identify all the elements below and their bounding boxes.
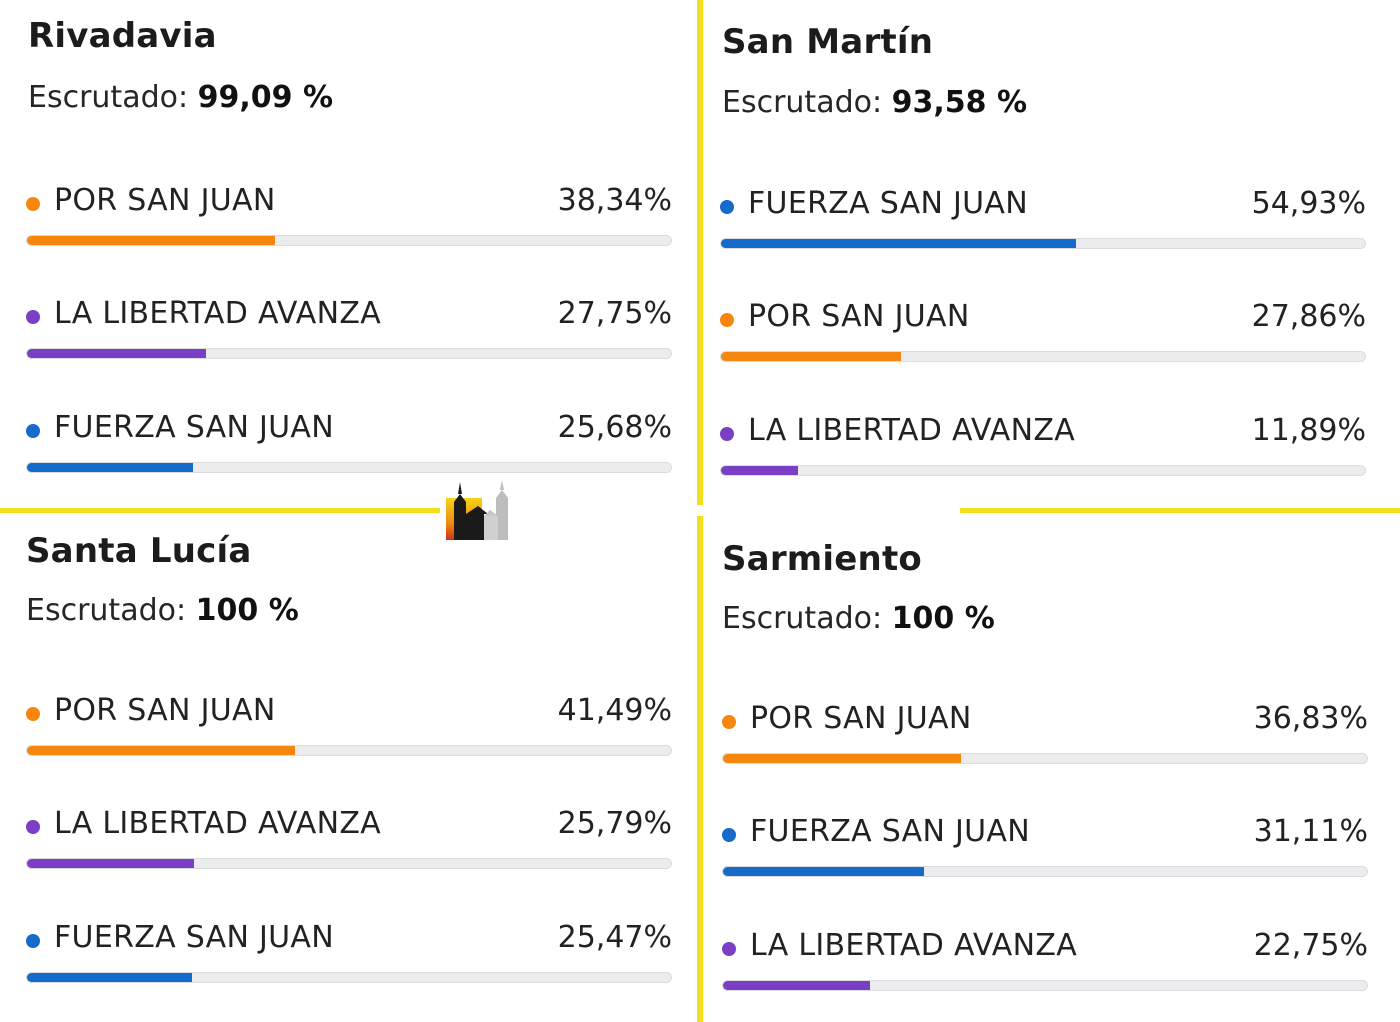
scrutinized-label: Escrutado: [722, 85, 883, 120]
department-title: Rivadavia [28, 16, 217, 56]
party-name: POR SAN JUAN [748, 299, 970, 334]
bar-fill-por-san-juan [27, 236, 275, 245]
party-name: FUERZA SAN JUAN [750, 814, 1030, 849]
bar-fill-por-san-juan [721, 352, 901, 361]
bar-track [26, 745, 672, 756]
scrutinized-line: Escrutado: 99,09 % [28, 80, 333, 115]
department-card-sarmiento: Sarmiento Escrutado: 100 % POR SAN JUAN 3… [700, 511, 1400, 1022]
party-name: FUERZA SAN JUAN [748, 186, 1028, 221]
party-color-dot [26, 424, 40, 438]
bar-track [722, 753, 1368, 764]
party-name: LA LIBERTAD AVANZA [54, 296, 382, 331]
party-name: FUERZA SAN JUAN [54, 920, 334, 955]
party-row-por-san-juan: POR SAN JUAN 36,83% [722, 701, 1368, 791]
party-name: LA LIBERTAD AVANZA [748, 413, 1076, 448]
divider-gap [440, 505, 960, 516]
bar-fill-fuerza-san-juan [27, 463, 193, 472]
party-row-por-san-juan: POR SAN JUAN 41,49% [26, 693, 672, 783]
bar-fill-fuerza-san-juan [723, 867, 924, 876]
party-percentage: 38,34% [557, 183, 672, 218]
scrutinized-label: Escrutado: [28, 80, 189, 115]
church-logo-icon [446, 480, 508, 540]
bar-track [26, 462, 672, 473]
bar-track [26, 858, 672, 869]
party-color-dot [26, 707, 40, 721]
bar-track [26, 235, 672, 246]
bar-fill-la-libertad-avanza [721, 466, 798, 475]
bar-track [722, 980, 1368, 991]
bar-track [720, 238, 1366, 249]
party-percentage: 27,86% [1251, 299, 1366, 334]
bar-fill-la-libertad-avanza [27, 349, 207, 358]
scrutinized-line: Escrutado: 93,58 % [722, 85, 1027, 120]
scrutinized-value: 93,58 % [891, 85, 1028, 120]
bar-track [26, 972, 672, 983]
bar-fill-la-libertad-avanza [723, 981, 870, 990]
party-percentage: 25,68% [557, 410, 672, 445]
department-card-rivadavia: Rivadavia Escrutado: 99,09 % POR SAN JUA… [0, 0, 700, 511]
party-percentage: 25,47% [557, 920, 672, 955]
party-color-dot [722, 828, 736, 842]
party-name: LA LIBERTAD AVANZA [750, 928, 1078, 963]
party-name: POR SAN JUAN [750, 701, 972, 736]
bar-track [722, 866, 1368, 877]
bar-fill-por-san-juan [27, 746, 296, 755]
scrutinized-value: 100 % [195, 593, 299, 628]
bar-fill-fuerza-san-juan [721, 239, 1076, 248]
department-card-san-martin: San Martín Escrutado: 93,58 % FUERZA SAN… [700, 0, 1400, 511]
party-color-dot [26, 820, 40, 834]
party-row-por-san-juan: POR SAN JUAN 27,86% [720, 299, 1366, 389]
party-name: POR SAN JUAN [54, 693, 276, 728]
scrutinized-label: Escrutado: [26, 593, 187, 628]
scrutinized-line: Escrutado: 100 % [26, 593, 299, 628]
party-row-fuerza-san-juan: FUERZA SAN JUAN 54,93% [720, 186, 1366, 276]
party-name: LA LIBERTAD AVANZA [54, 806, 382, 841]
bar-fill-fuerza-san-juan [27, 973, 192, 982]
party-percentage: 22,75% [1253, 928, 1368, 963]
scrutinized-label: Escrutado: [722, 601, 883, 636]
party-row-la-libertad-avanza: LA LIBERTAD AVANZA 22,75% [722, 928, 1368, 1018]
bar-fill-por-san-juan [723, 754, 961, 763]
bar-track [26, 348, 672, 359]
party-color-dot [722, 942, 736, 956]
party-color-dot [722, 715, 736, 729]
party-percentage: 27,75% [557, 296, 672, 331]
party-name: FUERZA SAN JUAN [54, 410, 334, 445]
party-row-por-san-juan: POR SAN JUAN 38,34% [26, 183, 672, 273]
party-percentage: 31,11% [1253, 814, 1368, 849]
department-title: Sarmiento [722, 539, 922, 579]
party-color-dot [26, 197, 40, 211]
bar-track [720, 465, 1366, 476]
department-title: San Martín [722, 22, 934, 62]
bar-fill-la-libertad-avanza [27, 859, 194, 868]
party-percentage: 41,49% [557, 693, 672, 728]
party-color-dot [26, 934, 40, 948]
party-row-la-libertad-avanza: LA LIBERTAD AVANZA 25,79% [26, 806, 672, 896]
department-card-santa-lucia: Santa Lucía Escrutado: 100 % POR SAN JUA… [0, 511, 700, 1022]
party-percentage: 54,93% [1251, 186, 1366, 221]
party-color-dot [26, 310, 40, 324]
bar-track [720, 351, 1366, 362]
party-row-fuerza-san-juan: FUERZA SAN JUAN 25,47% [26, 920, 672, 1010]
party-percentage: 36,83% [1253, 701, 1368, 736]
party-color-dot [720, 313, 734, 327]
party-row-la-libertad-avanza: LA LIBERTAD AVANZA 11,89% [720, 413, 1366, 503]
party-percentage: 11,89% [1251, 413, 1366, 448]
party-color-dot [720, 200, 734, 214]
party-percentage: 25,79% [557, 806, 672, 841]
party-row-fuerza-san-juan: FUERZA SAN JUAN 31,11% [722, 814, 1368, 904]
party-color-dot [720, 427, 734, 441]
party-row-la-libertad-avanza: LA LIBERTAD AVANZA 27,75% [26, 296, 672, 386]
party-row-fuerza-san-juan: FUERZA SAN JUAN 25,68% [26, 410, 672, 500]
scrutinized-value: 100 % [891, 601, 995, 636]
party-name: POR SAN JUAN [54, 183, 276, 218]
scrutinized-line: Escrutado: 100 % [722, 601, 995, 636]
scrutinized-value: 99,09 % [197, 80, 334, 115]
department-title: Santa Lucía [26, 531, 252, 571]
